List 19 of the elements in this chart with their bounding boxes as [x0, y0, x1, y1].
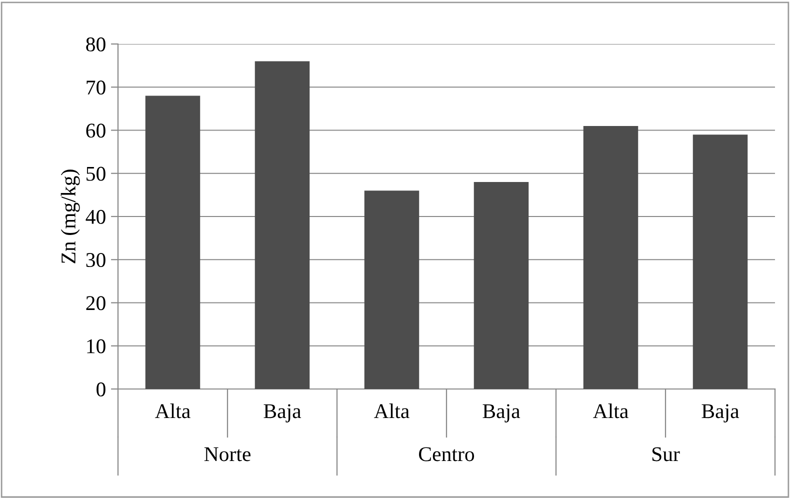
y-tick-label: 70 [86, 80, 106, 95]
x-tick-label: Alta [374, 404, 410, 418]
y-tick-label: 20 [86, 296, 106, 310]
x-tick-label: Alta [593, 404, 628, 418]
x-tick-label: Baja [482, 404, 520, 422]
y-tick-label: 60 [86, 124, 106, 138]
y-tick-label: 0 [96, 382, 106, 396]
x-tick-label: Baja [702, 404, 740, 422]
text: Sur [652, 447, 680, 462]
text: Centro [419, 447, 474, 462]
x-tick-label: Alta [155, 404, 190, 418]
y-tick-label: 80 [86, 37, 106, 52]
y-tick-label: 50 [86, 166, 106, 181]
x-tick-label: Baja [264, 404, 302, 422]
y-tick-label: 30 [86, 253, 106, 268]
y-tick-label: 10 [87, 339, 106, 354]
y-tick-label: 40 [86, 210, 106, 224]
y-axis-title: Zn (mg/kg) [60, 170, 80, 264]
text: Norte [204, 447, 250, 462]
